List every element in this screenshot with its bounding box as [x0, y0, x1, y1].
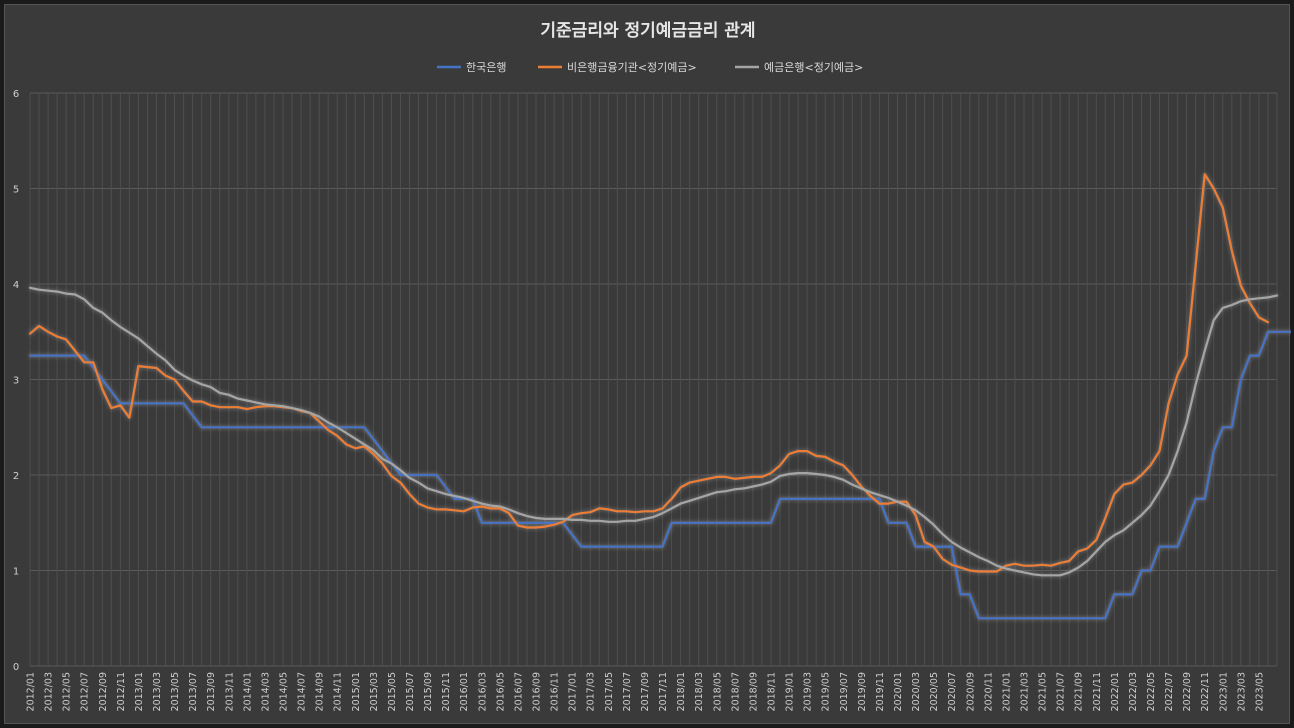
x-tick-label: 2018/01 — [676, 672, 687, 711]
x-tick-label: 2014/05 — [279, 672, 290, 711]
x-axis: 2012/01 2012/03 2012/05 2012/07 2012/09 2012/… — [26, 672, 1266, 711]
legend-label: 한국은행 — [466, 61, 506, 74]
x-tick-label: 2014/03 — [260, 672, 271, 711]
x-tick-label: 2021/09 — [1074, 672, 1085, 711]
y-tick-label: 6 — [13, 89, 19, 100]
x-tick-label: 2017/11 — [658, 672, 669, 711]
x-tick-label: 2014/11 — [333, 672, 344, 711]
y-tick-label: 3 — [13, 376, 19, 387]
x-tick-label: 2012/01 — [26, 672, 37, 711]
x-tick-label: 2023/05 — [1254, 672, 1265, 711]
x-tick-label: 2019/07 — [839, 672, 850, 711]
x-tick-label: 2015/03 — [369, 672, 380, 711]
x-tick-label: 2018/07 — [730, 672, 741, 711]
x-tick-label: 2022/01 — [1110, 672, 1121, 711]
legend: 한국은행 비은행금융기관<정기예금> 예금은행<정기예금> — [437, 61, 863, 74]
x-tick-label: 2020/03 — [911, 672, 922, 711]
x-tick-label: 2022/11 — [1200, 672, 1211, 711]
x-tick-label: 2013/05 — [170, 672, 181, 711]
x-tick-label: 2015/07 — [405, 672, 416, 711]
x-tick-label: 2012/07 — [80, 672, 91, 711]
chart-title: 기준금리와 정기예금금리 관계 — [540, 21, 755, 41]
x-tick-label: 2022/09 — [1182, 672, 1193, 711]
x-tick-label: 2016/01 — [459, 672, 470, 711]
x-tick-label: 2018/09 — [748, 672, 759, 711]
x-tick-label: 2013/11 — [224, 672, 235, 711]
x-tick-label: 2022/05 — [1146, 672, 1157, 711]
x-tick-label: 2022/03 — [1128, 672, 1139, 711]
x-tick-label: 2021/03 — [1019, 672, 1030, 711]
chart-frame: 기준금리와 정기예금금리 관계 한국은행 비은행금융기관<정기예금> 예금은행<정기… — [4, 4, 1291, 724]
x-tick-label: 2023/03 — [1236, 672, 1247, 711]
x-tick-label: 2021/01 — [1001, 672, 1012, 711]
x-tick-label: 2015/05 — [387, 672, 398, 711]
series-line-3 — [28, 286, 1279, 577]
x-tick-label: 2013/09 — [206, 672, 217, 711]
x-tick-label: 2020/07 — [947, 672, 958, 711]
x-tick-label: 2021/05 — [1038, 672, 1049, 711]
legend-label: 비은행금융기관<정기예금> — [567, 61, 697, 74]
x-tick-label: 2015/11 — [441, 672, 452, 711]
x-tick-label: 2014/01 — [242, 672, 253, 711]
grid-lines — [29, 92, 1278, 667]
x-tick-label: 2012/03 — [44, 672, 55, 711]
x-tick-label: 2012/05 — [62, 672, 73, 711]
y-tick-label: 1 — [13, 567, 19, 578]
x-tick-label: 2020/05 — [929, 672, 940, 711]
y-axis: 0 1 2 3 4 5 6 — [13, 89, 19, 673]
x-tick-label: 2017/01 — [568, 672, 579, 711]
x-tick-label: 2015/01 — [351, 672, 362, 711]
x-tick-label: 2017/09 — [640, 672, 651, 711]
x-tick-label: 2019/05 — [821, 672, 832, 711]
x-tick-label: 2020/09 — [965, 672, 976, 711]
x-tick-label: 2017/03 — [586, 672, 597, 711]
x-tick-label: 2014/09 — [315, 672, 326, 711]
x-tick-label: 2013/03 — [152, 672, 163, 711]
x-tick-label: 2016/05 — [495, 672, 506, 711]
x-tick-label: 2013/07 — [188, 672, 199, 711]
x-tick-label: 2019/01 — [785, 672, 796, 711]
x-tick-label: 2012/09 — [98, 672, 109, 711]
x-tick-label: 2016/03 — [477, 672, 488, 711]
series-lines — [28, 173, 1291, 620]
x-tick-label: 2016/09 — [532, 672, 543, 711]
x-tick-label: 2018/11 — [766, 672, 777, 711]
x-tick-label: 2017/07 — [622, 672, 633, 711]
legend-label: 예금은행<정기예금> — [764, 61, 863, 74]
x-tick-label: 2012/11 — [116, 672, 127, 711]
x-tick-label: 2017/05 — [604, 672, 615, 711]
x-tick-label: 2023/01 — [1218, 672, 1229, 711]
series-line-2 — [28, 173, 1270, 573]
x-tick-label: 2021/11 — [1092, 672, 1103, 711]
x-tick-label: 2019/03 — [803, 672, 814, 711]
y-tick-label: 5 — [13, 185, 19, 196]
x-tick-label: 2014/07 — [297, 672, 308, 711]
x-tick-label: 2021/07 — [1056, 672, 1067, 711]
y-tick-label: 4 — [13, 280, 19, 291]
y-tick-label: 0 — [13, 662, 19, 673]
x-tick-label: 2016/11 — [550, 672, 561, 711]
x-tick-label: 2020/11 — [983, 672, 994, 711]
line-chart: 기준금리와 정기예금금리 관계 한국은행 비은행금융기관<정기예금> 예금은행<정기… — [13, 21, 1291, 711]
x-tick-label: 2022/07 — [1164, 672, 1175, 711]
series-line-1 — [28, 330, 1291, 620]
x-tick-label: 2020/01 — [893, 672, 904, 711]
y-tick-label: 2 — [13, 471, 19, 482]
x-tick-label: 2018/05 — [712, 672, 723, 711]
x-tick-label: 2016/07 — [513, 672, 524, 711]
x-tick-label: 2019/11 — [875, 672, 886, 711]
x-tick-label: 2019/09 — [857, 672, 868, 711]
x-tick-label: 2015/09 — [423, 672, 434, 711]
x-tick-label: 2018/03 — [694, 672, 705, 711]
x-tick-label: 2013/01 — [134, 672, 145, 711]
